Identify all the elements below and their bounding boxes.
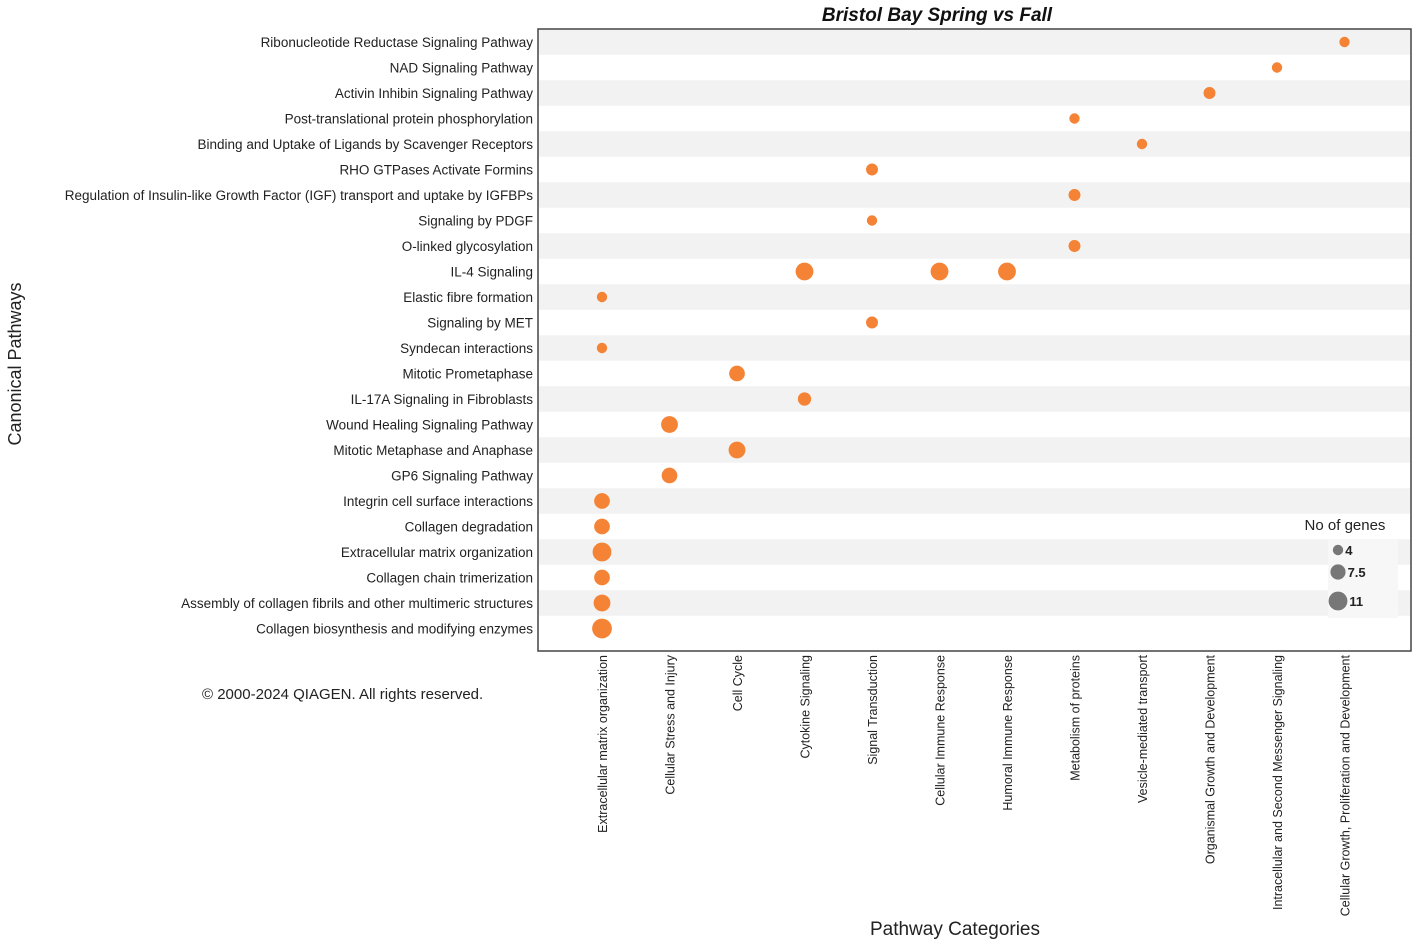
bubble-point [998, 262, 1016, 281]
x-tick-label: Cytokine Signaling [799, 655, 813, 759]
bubble-point [1069, 113, 1080, 124]
y-tick-label: Collagen chain trimerization [366, 571, 533, 586]
row-stripe [539, 488, 1410, 514]
x-tick-label: Extracellular matrix organization [596, 655, 610, 833]
x-tick-label: Cellular Immune Response [934, 655, 948, 806]
y-tick-label: IL-17A Signaling in Fibroblasts [351, 392, 534, 407]
x-tick-label: Humoral Immune Response [1001, 655, 1015, 811]
y-axis-title: Canonical Pathways [5, 282, 25, 445]
legend-bubble [1330, 564, 1346, 580]
bubble-point [729, 365, 745, 382]
x-tick-label: Vesicle-mediated transport [1136, 654, 1150, 803]
chart-title: Bristol Bay Spring vs Fall [822, 5, 1053, 26]
bubble-point [1136, 138, 1148, 150]
bubble-point [661, 467, 678, 484]
bubble-point [594, 493, 610, 509]
row-stripe [539, 233, 1410, 259]
y-tick-label: Integrin cell surface interactions [343, 494, 533, 509]
bubble-point [1068, 240, 1081, 252]
y-tick-label: Post-translational protein phosphorylati… [285, 112, 533, 127]
y-tick-label: Signaling by MET [427, 316, 533, 331]
x-tick-label: Cellular Stress and Injury [664, 654, 678, 794]
legend-bubble [1328, 591, 1348, 611]
y-tick-label: O-linked glycosylation [402, 239, 533, 254]
x-tick-label: Organismal Growth and Development [1204, 654, 1218, 864]
y-tick-labels: Ribonucleotide Reductase Signaling Pathw… [65, 35, 533, 637]
y-tick-label: GP6 Signaling Pathway [391, 469, 533, 484]
bubble-point [1203, 87, 1216, 99]
legend-label: 4 [1345, 543, 1353, 558]
y-tick-label: Syndecan interactions [400, 341, 533, 356]
y-tick-label: Wound Healing Signaling Pathway [326, 418, 533, 433]
row-stripe [539, 182, 1410, 208]
y-tick-label: Collagen degradation [405, 520, 533, 535]
y-tick-label: Collagen biosynthesis and modifying enzy… [256, 622, 533, 637]
bubble-point [661, 416, 678, 433]
y-tick-label: Regulation of Insulin-like Growth Factor… [65, 188, 533, 203]
x-tick-label: Cell Cycle [731, 655, 745, 711]
bubble-point [594, 569, 610, 586]
row-stripe [539, 29, 1410, 55]
bubble-point [1068, 189, 1081, 201]
y-tick-label: IL-4 Signaling [450, 265, 533, 280]
row-stripes [539, 29, 1410, 616]
size-legend: No of genes 4 7.5 11 [1305, 517, 1398, 618]
bubble-point [593, 594, 611, 612]
row-stripe [539, 590, 1410, 616]
x-tick-label: Cellular Growth, Proliferation and Devel… [1339, 654, 1353, 916]
bubble-point [866, 215, 878, 226]
y-tick-label: Assembly of collagen fibrils and other m… [181, 596, 533, 611]
bubble-point [1339, 36, 1350, 48]
row-stripe [539, 335, 1410, 361]
bubble-point [592, 618, 612, 639]
bubble-point [596, 342, 608, 354]
x-tick-label: Signal Transduction [866, 655, 880, 765]
y-tick-label: Mitotic Metaphase and Anaphase [333, 443, 533, 458]
y-tick-label: Ribonucleotide Reductase Signaling Pathw… [261, 35, 534, 50]
x-tick-labels: Extracellular matrix organization Cellula… [596, 654, 1353, 916]
bubble-point [1271, 62, 1283, 73]
legend-label: 7.5 [1348, 565, 1366, 580]
legend-bubble [1332, 544, 1344, 556]
x-tick-label: Intracellular and Second Messenger Signa… [1271, 655, 1285, 910]
bubble-point [594, 518, 610, 535]
bubble-point [592, 542, 612, 562]
x-tick-label: Metabolism of proteins [1069, 655, 1083, 781]
row-stripe [539, 437, 1410, 463]
bubbles [592, 36, 1350, 639]
y-tick-label: RHO GTPases Activate Formins [339, 163, 533, 178]
y-tick-label: Elastic fibre formation [403, 290, 533, 305]
row-stripe [539, 386, 1410, 412]
row-stripe [539, 284, 1410, 310]
y-tick-label: Activin Inhibin Signaling Pathway [335, 86, 533, 101]
bubble-point [866, 163, 878, 176]
y-tick-label: Extracellular matrix organization [341, 545, 533, 560]
bubble-point [728, 441, 746, 459]
row-stripe [539, 80, 1410, 106]
bubble-point [866, 316, 878, 329]
plot-frame [537, 28, 1412, 652]
x-axis-title: Pathway Categories [870, 919, 1040, 940]
y-tick-label: Mitotic Prometaphase [402, 367, 533, 382]
row-stripe [539, 539, 1410, 565]
bubble-point [795, 262, 814, 281]
copyright-notice: © 2000-2024 QIAGEN. All rights reserved. [202, 686, 484, 703]
row-stripe [539, 131, 1410, 157]
bubble-point [797, 392, 812, 406]
legend-title: No of genes [1305, 517, 1386, 534]
y-tick-label: Binding and Uptake of Ligands by Scaveng… [198, 137, 534, 152]
legend-label: 11 [1349, 594, 1363, 609]
bubble-point [596, 291, 608, 303]
y-tick-label: NAD Signaling Pathway [390, 61, 534, 76]
y-tick-label: Signaling by PDGF [418, 214, 533, 229]
bubble-point [930, 262, 949, 281]
